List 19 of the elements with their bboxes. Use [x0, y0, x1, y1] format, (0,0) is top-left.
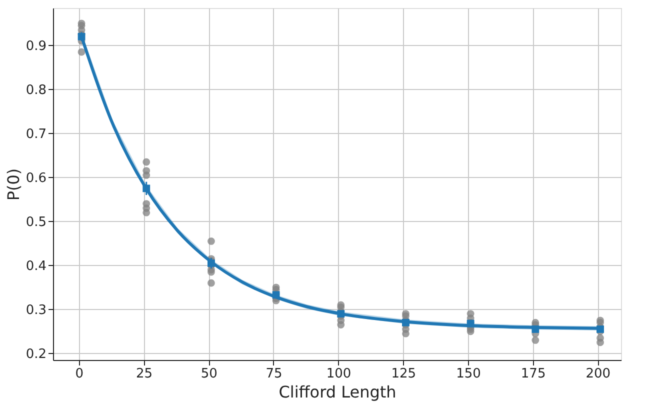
y-axis-title: P(0)	[4, 168, 23, 201]
x-tick-label: 100	[326, 366, 352, 382]
x-tick-label: 0	[75, 366, 84, 382]
y-tick-label: 0.3	[26, 302, 46, 318]
y-tick-label: 0.8	[26, 82, 46, 98]
x-tick-label: 175	[520, 366, 546, 382]
y-tick-label: 0.9	[26, 38, 46, 54]
y-tick-label: 0.2	[26, 346, 46, 362]
y-tick-label: 0.7	[26, 126, 46, 142]
y-tick-label: 0.6	[26, 170, 46, 186]
x-tick-label: 150	[456, 366, 481, 382]
x-tick-label: 200	[586, 366, 611, 382]
x-tick-label: 25	[136, 366, 153, 382]
x-axis-title: Clifford Length	[278, 382, 396, 402]
y-tick-label: 0.4	[26, 258, 46, 274]
x-tick-label: 50	[200, 366, 218, 382]
x-tick-label: 125	[391, 366, 416, 382]
y-tick-label: 0.5	[26, 214, 46, 230]
x-tick-label: 75	[266, 366, 282, 382]
